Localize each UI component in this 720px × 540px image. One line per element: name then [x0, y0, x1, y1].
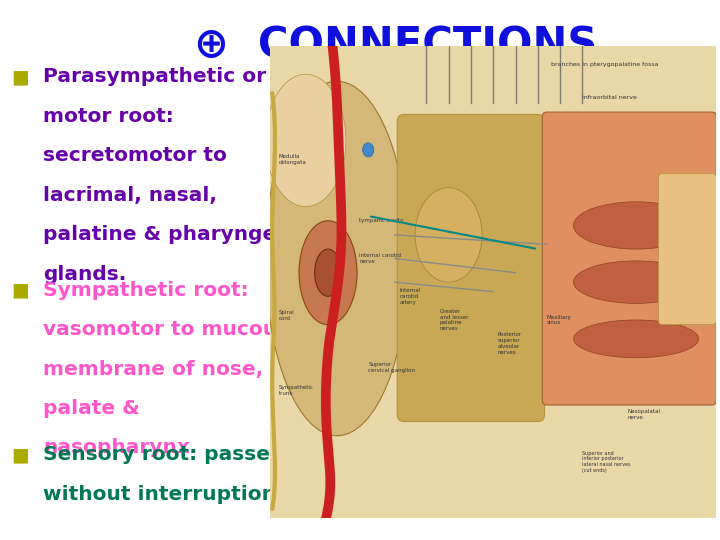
Text: branches in pterygopalatine fossa: branches in pterygopalatine fossa: [552, 62, 659, 68]
Ellipse shape: [415, 187, 482, 282]
Ellipse shape: [315, 249, 341, 296]
Ellipse shape: [266, 82, 408, 436]
Text: Greater
and lesser
palatine
nerves: Greater and lesser palatine nerves: [440, 309, 468, 331]
Text: tympanic cavity: tympanic cavity: [359, 218, 403, 223]
Text: Internal
carotid
artery: Internal carotid artery: [400, 288, 420, 305]
Ellipse shape: [299, 221, 357, 325]
Text: nasopharynx.: nasopharynx.: [43, 438, 197, 457]
Ellipse shape: [574, 202, 698, 249]
Text: Posterior
superior
alveolar
nerves: Posterior superior alveolar nerves: [498, 333, 522, 355]
Text: motor root:: motor root:: [43, 107, 174, 126]
Text: Sympathetic root:: Sympathetic root:: [43, 281, 249, 300]
Text: Parasympathetic or: Parasympathetic or: [43, 68, 266, 86]
Text: Superior and
inferior posterior
lateral nasal nerves
(cut ends): Superior and inferior posterior lateral …: [582, 450, 631, 473]
FancyBboxPatch shape: [397, 114, 544, 422]
Text: internal carotid
nerve: internal carotid nerve: [359, 253, 401, 264]
Text: Nasopalatal
nerve: Nasopalatal nerve: [627, 409, 660, 420]
Text: lacrimal, nasal,: lacrimal, nasal,: [43, 186, 217, 205]
Text: membrane of nose,: membrane of nose,: [43, 360, 264, 379]
Text: ■: ■: [11, 281, 29, 300]
Text: Spiral
cord: Spiral cord: [279, 310, 294, 321]
Text: Medulla
oblongata: Medulla oblongata: [279, 154, 307, 165]
FancyBboxPatch shape: [658, 173, 716, 325]
Text: Maxillary
sinus: Maxillary sinus: [546, 314, 572, 325]
Ellipse shape: [363, 143, 374, 157]
Ellipse shape: [574, 320, 698, 357]
Text: secretomotor to: secretomotor to: [43, 146, 227, 165]
Text: palatine & pharyngeal: palatine & pharyngeal: [43, 225, 297, 244]
Text: ⊕  CONNECTIONS: ⊕ CONNECTIONS: [194, 24, 598, 66]
Text: Sympathetic
trunk: Sympathetic trunk: [279, 386, 314, 396]
Ellipse shape: [574, 261, 698, 303]
FancyBboxPatch shape: [542, 112, 716, 405]
Text: palate &: palate &: [43, 399, 140, 418]
Text: Sensory root: passes: Sensory root: passes: [43, 446, 282, 464]
Text: glands.: glands.: [43, 265, 127, 284]
Text: ■: ■: [11, 68, 29, 86]
Text: infraorbital nerve: infraorbital nerve: [582, 96, 637, 100]
Text: ■: ■: [11, 446, 29, 464]
Ellipse shape: [266, 74, 346, 206]
Text: vasomotor to mucous: vasomotor to mucous: [43, 320, 289, 339]
Text: without interruption: without interruption: [43, 485, 276, 504]
Text: Superior
cervical ganglion: Superior cervical ganglion: [368, 362, 415, 373]
